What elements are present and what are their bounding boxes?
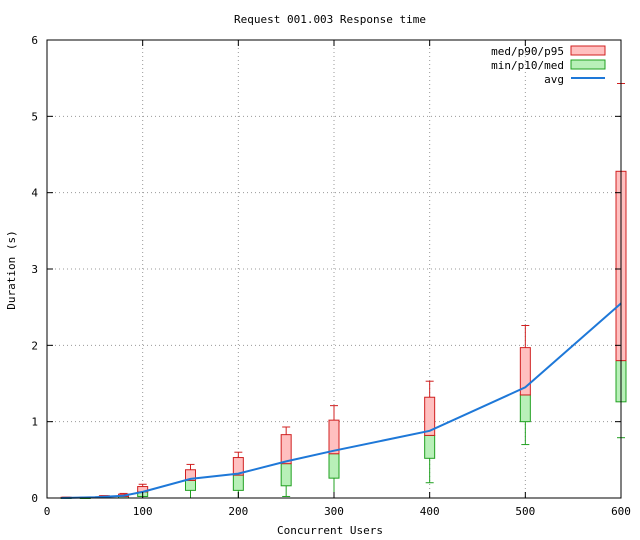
x-tick-label: 100: [133, 505, 153, 518]
y-tick-label: 1: [31, 416, 38, 429]
y-axis-label: Duration (s): [5, 230, 18, 309]
x-tick-label: 200: [228, 505, 248, 518]
upper-box: [519, 347, 531, 396]
legend-swatch-upper: [570, 45, 606, 56]
x-tick-label: 300: [324, 505, 344, 518]
upper-box: [185, 469, 196, 481]
legend-label-avg: avg: [544, 73, 564, 86]
y-tick-label: 4: [31, 187, 38, 200]
x-tick-label: 400: [420, 505, 440, 518]
y-tick-label: 3: [31, 263, 38, 276]
legend-swatch-lower: [570, 59, 606, 70]
grid-lines: [47, 40, 621, 498]
y-tick-label: 5: [31, 110, 38, 123]
x-axis-label: Concurrent Users: [277, 524, 383, 537]
avg-line: [61, 302, 622, 499]
x-tick-label: 0: [44, 505, 51, 518]
upper-box: [328, 419, 340, 455]
legend-label-upper: med/p90/p95: [491, 45, 564, 58]
lower-box: [185, 479, 196, 491]
chart-title: Request 001.003 Response time: [234, 13, 426, 26]
legend-label-lower: min/p10/med: [491, 59, 564, 72]
lower-box: [280, 463, 292, 487]
x-tick-label: 600: [611, 505, 631, 518]
y-tick-label: 2: [31, 339, 38, 352]
upper-box: [232, 457, 244, 476]
lower-box: [519, 394, 531, 423]
lower-box: [424, 434, 436, 459]
box-group: [232, 451, 244, 499]
box-group: [280, 426, 292, 497]
box-plot-series: [60, 83, 627, 499]
avg-line-series: [61, 302, 622, 499]
x-tick-label: 500: [515, 505, 535, 518]
y-tick-label: 6: [31, 34, 38, 47]
upper-box: [424, 396, 436, 436]
axis-ticks: 0 100 200 300 400 500 600 0 1 2 3 4 5 6: [31, 34, 631, 518]
box-group: [519, 324, 531, 446]
lower-box: [232, 474, 244, 491]
y-tick-label: 0: [31, 492, 38, 505]
box-group: [328, 405, 340, 499]
lower-box: [328, 453, 340, 479]
box-group: [185, 463, 196, 499]
box-group: [424, 380, 436, 484]
legend: med/p90/p95 min/p10/med avg: [491, 45, 606, 86]
upper-box: [280, 434, 292, 465]
